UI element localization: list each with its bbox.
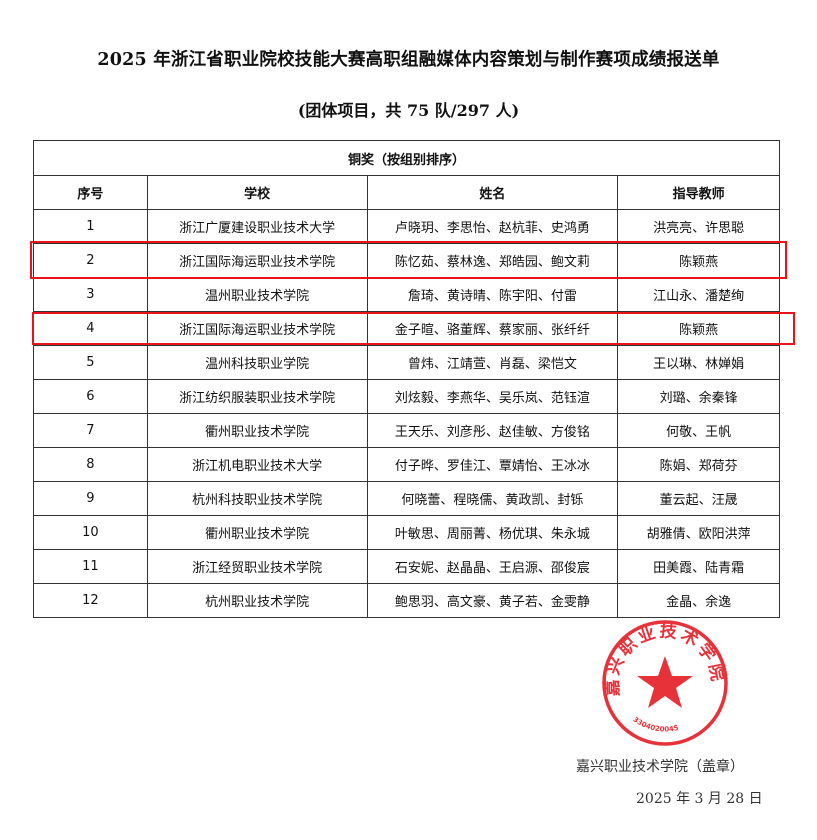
team-members-cell: 付子晔、罗佳江、覃婧怡、王冰冰 [366, 447, 619, 482]
advisors-cell: 金晶、余逸 [617, 583, 780, 618]
advisors-cell: 王以琳、林婵娟 [617, 345, 780, 380]
school-cell: 浙江经贸职业技术学院 [146, 549, 368, 584]
team-members-cell: 曾炜、江靖萱、肖磊、梁恺文 [366, 345, 619, 380]
row-number-cell: 1 [33, 209, 148, 244]
row-number-cell: 7 [33, 413, 148, 448]
school-cell: 杭州职业技术学院 [146, 583, 368, 618]
table-row: 2 浙江国际海运职业技术学院 陈忆茹、蔡林逸、郑皓园、鲍文莉 陈颖燕 [33, 243, 780, 278]
advisors-cell: 何敬、王帆 [617, 413, 780, 448]
row-number-cell: 6 [33, 379, 148, 414]
row-number-cell: 10 [33, 515, 148, 550]
results-table: 铜奖（按组别排序） 序号 学校 姓名 指导教师 1 浙江广厦建设职业技术大学 卢晓玥、李思… [33, 140, 780, 618]
signature-org: 嘉兴职业技术学院（盖章） [576, 759, 744, 775]
document-subtitle: (团体项目，共 75 队/297 人) [297, 101, 520, 120]
school-cell: 浙江机电职业技术大学 [146, 447, 368, 482]
table-row: 10 衢州职业技术学院 叶敏思、周丽菁、杨优琪、朱永城 胡雅倩、欧阳洪萍 [33, 515, 780, 550]
table-row: 6 浙江纺织服装职业技术学院 刘炫毅、李燕华、吴乐岚、范钰渲 刘璐、余秦锋 [33, 379, 780, 414]
column-header: 学校 [146, 175, 368, 210]
team-members-cell: 陈忆茹、蔡林逸、郑皓园、鲍文莉 [366, 243, 619, 278]
school-cell: 衢州职业技术学院 [146, 515, 368, 550]
school-cell: 浙江国际海运职业技术学院 [146, 311, 368, 346]
team-members-cell: 叶敏思、周丽菁、杨优琪、朱永城 [366, 515, 619, 550]
column-header: 序号 [33, 175, 148, 210]
table-row: 11 浙江经贸职业技术学院 石安妮、赵晶晶、王启源、邵俊宸 田美霞、陆青霜 [33, 549, 780, 584]
table-caption: 铜奖（按组别排序） [33, 140, 780, 176]
column-header: 姓名 [366, 175, 619, 210]
advisors-cell: 江山永、潘楚绚 [617, 277, 780, 312]
advisors-cell: 洪亮亮、许思聪 [617, 209, 780, 244]
row-number-cell: 8 [33, 447, 148, 482]
school-cell: 浙江广厦建设职业技术大学 [146, 209, 368, 244]
team-members-cell: 鲍思羽、高文豪、黄子若、金雯静 [366, 583, 619, 618]
row-number-cell: 4 [33, 311, 148, 346]
advisors-cell: 陈颖燕 [617, 311, 780, 346]
school-cell: 浙江纺织服装职业技术学院 [146, 379, 368, 414]
row-number-cell: 5 [33, 345, 148, 380]
advisors-cell: 刘璐、余秦锋 [617, 379, 780, 414]
advisors-cell: 陈娟、郑荷芬 [617, 447, 780, 482]
advisors-cell: 田美霞、陆青霜 [617, 549, 780, 584]
official-seal: 嘉兴职业技术学院 3304020045 [602, 620, 728, 746]
advisors-cell: 陈颖燕 [617, 243, 780, 278]
team-members-cell: 卢晓玥、李思怡、赵杭菲、史鸿勇 [366, 209, 619, 244]
signature-date: 2025 年 3 月 28 日 [636, 791, 763, 807]
row-number-cell: 9 [33, 481, 148, 516]
row-number-cell: 11 [33, 549, 148, 584]
school-cell: 温州科技职业学院 [146, 345, 368, 380]
team-members-cell: 詹琦、黄诗晴、陈宇阳、付雷 [366, 277, 619, 312]
row-number-cell: 3 [33, 277, 148, 312]
team-members-cell: 何晓蕾、程晓儒、黄政凯、封铄 [366, 481, 619, 516]
column-header: 指导教师 [617, 175, 780, 210]
table-row: 7 衢州职业技术学院 王天乐、刘彦彤、赵佳敏、方俊铭 何敬、王帆 [33, 413, 780, 448]
table-row: 5 温州科技职业学院 曾炜、江靖萱、肖磊、梁恺文 王以琳、林婵娟 [33, 345, 780, 380]
advisors-cell: 胡雅倩、欧阳洪萍 [617, 515, 780, 550]
school-cell: 浙江国际海运职业技术学院 [146, 243, 368, 278]
table-row: 9 杭州科技职业技术学院 何晓蕾、程晓儒、黄政凯、封铄 董云起、汪晟 [33, 481, 780, 516]
team-members-cell: 金子暄、骆董辉、蔡家丽、张纤纤 [366, 311, 619, 346]
svg-text:3304020045: 3304020045 [632, 715, 680, 733]
school-cell: 温州职业技术学院 [146, 277, 368, 312]
table-row: 8 浙江机电职业技术大学 付子晔、罗佳江、覃婧怡、王冰冰 陈娟、郑荷芬 [33, 447, 780, 482]
school-cell: 衢州职业技术学院 [146, 413, 368, 448]
school-cell: 杭州科技职业技术学院 [146, 481, 368, 516]
table-row: 3 温州职业技术学院 詹琦、黄诗晴、陈宇阳、付雷 江山永、潘楚绚 [33, 277, 780, 312]
team-members-cell: 刘炫毅、李燕华、吴乐岚、范钰渲 [366, 379, 619, 414]
table-row: 4 浙江国际海运职业技术学院 金子暄、骆董辉、蔡家丽、张纤纤 陈颖燕 [33, 311, 780, 346]
table-row: 1 浙江广厦建设职业技术大学 卢晓玥、李思怡、赵杭菲、史鸿勇 洪亮亮、许思聪 [33, 209, 780, 244]
advisors-cell: 董云起、汪晟 [617, 481, 780, 516]
team-members-cell: 石安妮、赵晶晶、王启源、邵俊宸 [366, 549, 619, 584]
team-members-cell: 王天乐、刘彦彤、赵佳敏、方俊铭 [366, 413, 619, 448]
document-title: 2025 年浙江省职业院校技能大赛高职组融媒体内容策划与制作赛项成绩报送单 [97, 50, 720, 70]
table-row: 12 杭州职业技术学院 鲍思羽、高文豪、黄子若、金雯静 金晶、余逸 [33, 583, 780, 618]
row-number-cell: 2 [33, 243, 148, 278]
row-number-cell: 12 [33, 583, 148, 618]
